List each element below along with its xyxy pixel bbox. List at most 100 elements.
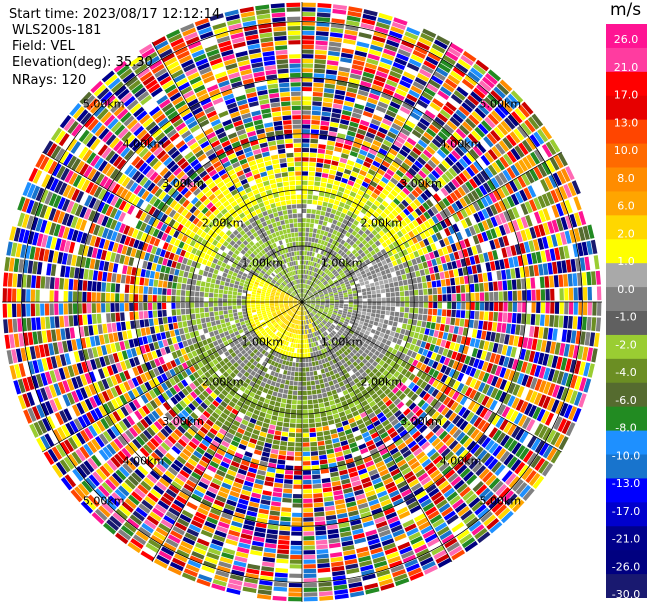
gate-cell xyxy=(268,515,280,521)
gate-cell xyxy=(347,266,353,272)
gate-cell xyxy=(504,96,517,110)
gate-cell xyxy=(343,294,348,298)
gate-cell xyxy=(333,494,344,501)
gate-cell xyxy=(406,26,421,36)
gate-cell xyxy=(269,453,278,459)
gate-cell xyxy=(565,166,575,181)
gate-cell xyxy=(394,286,400,292)
gate-cell xyxy=(403,158,413,167)
gate-cell xyxy=(297,400,302,405)
gate-cell xyxy=(409,150,419,160)
gate-cell xyxy=(464,275,470,284)
gate-cell xyxy=(316,274,320,279)
gate-cell xyxy=(529,134,541,148)
gate-cell xyxy=(320,300,325,302)
gate-cell xyxy=(318,374,323,380)
gate-cell xyxy=(387,75,400,84)
gate-cell xyxy=(521,374,529,387)
gate-cell xyxy=(586,347,594,362)
gate-cell xyxy=(553,154,564,169)
gate-cell xyxy=(471,130,482,141)
gate-cell xyxy=(454,318,460,326)
gate-cell xyxy=(264,547,277,554)
gate-cell xyxy=(333,235,339,241)
gate-cell xyxy=(315,35,329,41)
gate-cell xyxy=(391,144,401,153)
gate-cell xyxy=(318,275,323,281)
gate-cell xyxy=(366,152,376,160)
gate-cell xyxy=(437,248,444,257)
gate-cell xyxy=(406,154,416,163)
gate-cell xyxy=(324,293,329,296)
gate-cell xyxy=(267,389,274,396)
gate-cell xyxy=(437,176,447,187)
gate-cell xyxy=(497,123,509,136)
gate-cell xyxy=(563,184,573,198)
gate-cell xyxy=(312,474,321,480)
gate-cell xyxy=(314,417,321,423)
gate-cell xyxy=(303,587,318,593)
gate-cell xyxy=(353,266,359,272)
gate-cell xyxy=(293,489,302,494)
gate-cell xyxy=(524,266,530,278)
gate-cell xyxy=(473,160,483,172)
gate-cell xyxy=(351,315,356,319)
gate-cell xyxy=(303,493,313,499)
gate-cell xyxy=(481,220,490,231)
gate-cell xyxy=(332,437,340,444)
gate-cell xyxy=(424,163,434,172)
gate-cell xyxy=(468,236,475,246)
gate-cell xyxy=(438,200,447,210)
gate-cell xyxy=(293,352,297,358)
gate-cell xyxy=(325,297,330,300)
gate-cell xyxy=(554,288,560,301)
gate-cell xyxy=(512,290,518,301)
gate-cell xyxy=(414,207,423,216)
gate-cell xyxy=(297,343,300,349)
gate-cell xyxy=(435,257,442,265)
gate-cell xyxy=(525,171,535,184)
gate-cell xyxy=(328,238,334,244)
gate-cell xyxy=(583,362,591,377)
gate-cell xyxy=(317,563,330,569)
gate-cell xyxy=(473,320,479,329)
gate-cell xyxy=(473,224,481,234)
gate-cell xyxy=(314,54,327,60)
gate-cell xyxy=(395,296,400,302)
gate-cell xyxy=(408,180,417,189)
gate-cell xyxy=(260,570,274,577)
gate-cell xyxy=(319,378,324,384)
gate-cell xyxy=(414,45,428,55)
gate-cell xyxy=(378,61,392,70)
gate-cell xyxy=(363,204,370,211)
gate-cell xyxy=(316,544,328,550)
gate-cell xyxy=(399,291,405,297)
gate-cell xyxy=(327,457,336,464)
gate-cell xyxy=(556,218,564,232)
gate-cell xyxy=(318,586,333,592)
gate-cell xyxy=(358,32,372,39)
gate-cell xyxy=(361,225,368,232)
gate-cell xyxy=(557,152,568,167)
gate-cell xyxy=(433,193,442,202)
gate-cell xyxy=(267,428,275,435)
gate-cell xyxy=(317,436,324,442)
gate-cell xyxy=(541,161,552,175)
gate-cell xyxy=(328,309,334,312)
gate-cell xyxy=(303,279,306,284)
gate-cell xyxy=(474,311,480,320)
gate-cell xyxy=(499,156,510,168)
gate-cell xyxy=(302,255,305,260)
gate-cell xyxy=(310,304,315,307)
gate-cell xyxy=(429,196,438,205)
gate-cell xyxy=(310,287,315,292)
gate-cell xyxy=(312,233,317,238)
gate-cell xyxy=(515,324,521,336)
gate-cell xyxy=(461,78,475,90)
gate-cell xyxy=(311,252,315,257)
gate-cell xyxy=(464,206,473,216)
gate-cell xyxy=(493,281,498,291)
gate-cell xyxy=(335,247,340,253)
gate-cell xyxy=(350,271,356,277)
gate-cell xyxy=(457,143,468,154)
